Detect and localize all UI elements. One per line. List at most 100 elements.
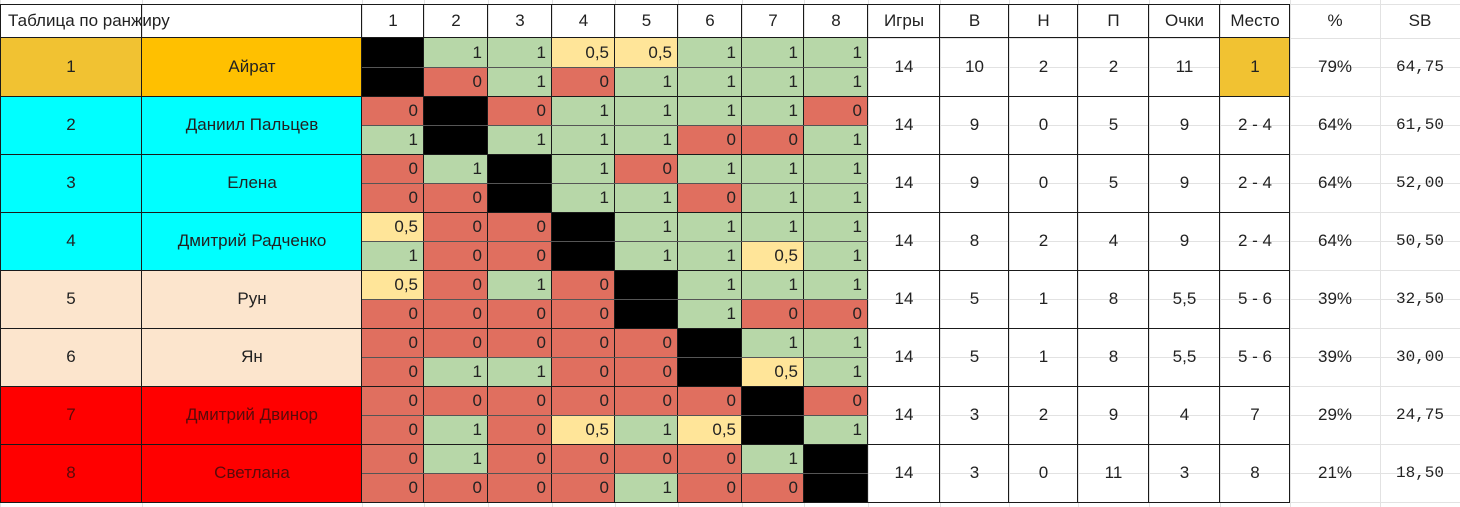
stat-wins-cell[interactable]: 9: [969, 115, 980, 134]
stat-place-cell[interactable]: 8: [1250, 463, 1260, 482]
stat-games-cell[interactable]: 14: [894, 289, 914, 308]
result-cell[interactable]: 0: [488, 473, 552, 502]
stat-header-place[interactable]: Место: [1230, 11, 1280, 30]
result-cell[interactable]: 1: [424, 38, 488, 67]
player-name-cell[interactable]: Ян: [142, 328, 362, 386]
result-cell[interactable]: 0: [742, 473, 804, 502]
result-cell[interactable]: 1: [424, 357, 488, 386]
opponent-header-cell[interactable]: 4: [578, 11, 589, 30]
result-cell[interactable]: 1: [804, 183, 868, 212]
stat-wins-cell[interactable]: 3: [969, 405, 980, 424]
stat-draws-cell[interactable]: 0: [1038, 173, 1049, 192]
result-cell[interactable]: 0: [424, 67, 488, 96]
stat-wins-cell[interactable]: 5: [969, 347, 980, 366]
result-cell[interactable]: 0: [362, 473, 424, 502]
result-cell[interactable]: 0: [678, 473, 742, 502]
result-cell[interactable]: 1: [615, 125, 678, 154]
result-cell[interactable]: 1: [742, 67, 804, 96]
stat-losses-cell[interactable]: 11: [1104, 463, 1123, 482]
result-cell[interactable]: 1: [742, 183, 804, 212]
result-cell[interactable]: 0: [552, 270, 615, 299]
result-cell[interactable]: 1: [804, 125, 868, 154]
result-cell[interactable]: 0: [488, 328, 552, 357]
result-cell[interactable]: 1: [552, 154, 615, 183]
stat-percent-cell[interactable]: 64%: [1317, 231, 1353, 250]
stat-percent-cell[interactable]: 29%: [1317, 405, 1353, 424]
result-cell[interactable]: 0: [488, 299, 552, 328]
result-cell[interactable]: 0,5: [362, 270, 424, 299]
result-cell[interactable]: 0: [678, 183, 742, 212]
result-cell[interactable]: 1: [742, 328, 804, 357]
result-cell[interactable]: 0,5: [552, 415, 615, 444]
player-name-cell[interactable]: Елена: [142, 154, 362, 212]
stat-losses-cell[interactable]: 4: [1108, 231, 1119, 250]
result-cell[interactable]: 0: [488, 241, 552, 270]
result-cell[interactable]: 0,5: [615, 38, 678, 67]
table-title-cell[interactable]: Таблица по ранжиру: [8, 11, 170, 30]
stat-header-sb[interactable]: SB: [1408, 11, 1432, 30]
result-cell[interactable]: 1: [552, 96, 615, 125]
result-cell[interactable]: 0,5: [552, 38, 615, 67]
result-cell[interactable]: 1: [678, 270, 742, 299]
stat-header-draws[interactable]: Н: [1037, 11, 1050, 30]
result-cell[interactable]: 1: [424, 154, 488, 183]
stat-sb-cell[interactable]: 32,50: [1395, 290, 1444, 308]
stat-points-cell[interactable]: 9: [1179, 173, 1190, 192]
stat-header-percent[interactable]: %: [1327, 11, 1343, 30]
result-cell[interactable]: 0: [742, 299, 804, 328]
stat-losses-cell[interactable]: 8: [1108, 289, 1119, 308]
stat-losses-cell[interactable]: 5: [1108, 173, 1119, 192]
result-cell[interactable]: 0: [615, 386, 678, 415]
result-cell[interactable]: 1: [424, 444, 488, 473]
stat-wins-cell[interactable]: 8: [969, 231, 980, 250]
rank-cell[interactable]: 7: [0, 386, 142, 444]
stat-percent-cell[interactable]: 64%: [1317, 115, 1353, 134]
result-cell[interactable]: 1: [804, 328, 868, 357]
result-cell[interactable]: 0: [552, 357, 615, 386]
result-cell[interactable]: 1: [678, 299, 742, 328]
stat-games-cell[interactable]: 14: [894, 347, 914, 366]
stat-points-cell[interactable]: 4: [1179, 405, 1190, 424]
stat-header-wins[interactable]: В: [968, 11, 981, 30]
result-cell[interactable]: 1: [678, 96, 742, 125]
result-cell[interactable]: 1: [615, 241, 678, 270]
result-cell[interactable]: 0: [742, 125, 804, 154]
result-cell[interactable]: 0: [424, 241, 488, 270]
result-cell[interactable]: 0: [552, 67, 615, 96]
result-cell[interactable]: 0,5: [742, 357, 804, 386]
opponent-header-cell[interactable]: 6: [705, 11, 715, 30]
result-cell[interactable]: 0: [615, 357, 678, 386]
stat-place-cell[interactable]: 2 - 4: [1237, 115, 1273, 134]
result-cell[interactable]: 0: [362, 357, 424, 386]
stat-wins-cell[interactable]: 3: [969, 463, 980, 482]
result-cell[interactable]: 1: [742, 270, 804, 299]
stat-place-cell[interactable]: 5 - 6: [1237, 347, 1273, 366]
stat-draws-cell[interactable]: 0: [1038, 115, 1049, 134]
result-cell[interactable]: 0: [362, 328, 424, 357]
result-cell[interactable]: 0: [678, 125, 742, 154]
result-cell[interactable]: 1: [742, 96, 804, 125]
stat-games-cell[interactable]: 14: [894, 405, 914, 424]
rank-cell[interactable]: 8: [0, 444, 142, 502]
result-cell[interactable]: 0: [362, 299, 424, 328]
result-cell[interactable]: 1: [362, 125, 424, 154]
stat-header-games[interactable]: Игры: [883, 11, 925, 30]
opponent-header-cell[interactable]: 7: [768, 11, 778, 30]
result-cell[interactable]: 1: [678, 212, 742, 241]
result-cell[interactable]: 0: [552, 386, 615, 415]
result-cell[interactable]: 1: [488, 357, 552, 386]
result-cell[interactable]: 0: [424, 299, 488, 328]
stat-wins-cell[interactable]: 10: [965, 57, 984, 76]
stat-place-cell[interactable]: 5 - 6: [1237, 289, 1273, 308]
result-cell[interactable]: 0: [424, 212, 488, 241]
result-cell[interactable]: 0: [362, 415, 424, 444]
result-cell[interactable]: 0: [424, 473, 488, 502]
result-cell[interactable]: 1: [615, 473, 678, 502]
result-cell[interactable]: 0,5: [362, 212, 424, 241]
stat-percent-cell[interactable]: 39%: [1317, 289, 1353, 308]
result-cell[interactable]: 0: [362, 154, 424, 183]
stat-points-cell[interactable]: 3: [1179, 463, 1190, 482]
result-cell[interactable]: 1: [678, 67, 742, 96]
stat-wins-cell[interactable]: 5: [969, 289, 980, 308]
result-cell[interactable]: 0,5: [742, 241, 804, 270]
